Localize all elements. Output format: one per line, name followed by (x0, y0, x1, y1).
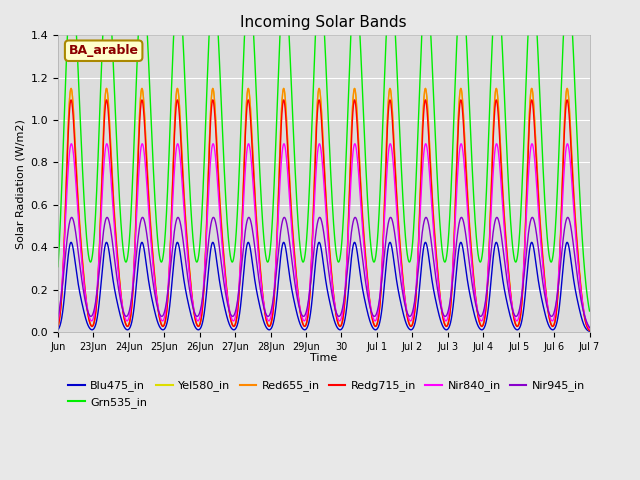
Yel580_in (397, 252, 405, 258)
Red655_in (253, 224, 261, 229)
Redg715_in (473, 303, 481, 309)
Nir945_in (584, 322, 591, 327)
Blu475_in (163, 323, 170, 329)
Nir945_in (586, 324, 593, 330)
Grn535_in (473, 236, 481, 242)
Nir840_in (54, 318, 62, 324)
Red655_in (473, 302, 481, 308)
Nir840_in (103, 141, 111, 146)
Red655_in (163, 312, 170, 318)
Y-axis label: Solar Radiation (W/m2): Solar Radiation (W/m2) (15, 119, 25, 249)
Redg715_in (586, 327, 593, 333)
Redg715_in (397, 256, 405, 262)
Yel580_in (102, 85, 110, 91)
Red655_in (586, 327, 593, 333)
Line: Nir840_in: Nir840_in (58, 144, 589, 329)
Blu475_in (586, 328, 593, 334)
Grn535_in (586, 308, 593, 314)
Legend: Blu475_in, Grn535_in, Yel580_in, Red655_in, Redg715_in, Nir840_in, Nir945_in: Blu475_in, Grn535_in, Yel580_in, Red655_… (63, 376, 589, 412)
Yel580_in (253, 224, 261, 229)
Yel580_in (163, 312, 170, 318)
Grn535_in (584, 297, 591, 302)
Red655_in (168, 201, 175, 207)
Blu475_in (54, 327, 62, 333)
Line: Nir945_in: Nir945_in (58, 217, 589, 327)
Red655_in (584, 325, 591, 331)
Blu475_in (253, 290, 261, 296)
Grn535_in (168, 80, 175, 86)
Redg715_in (163, 313, 170, 319)
Redg715_in (102, 97, 110, 103)
Redg715_in (584, 325, 591, 331)
Line: Redg715_in: Redg715_in (58, 100, 589, 330)
Line: Blu475_in: Blu475_in (58, 242, 589, 331)
Nir945_in (54, 314, 62, 320)
Blu475_in (397, 301, 405, 307)
Yel580_in (54, 323, 62, 329)
X-axis label: Time: Time (310, 353, 337, 363)
Grn535_in (397, 158, 405, 164)
Nir840_in (168, 217, 175, 223)
Yel580_in (584, 325, 591, 331)
Nir945_in (253, 262, 261, 268)
Nir840_in (586, 326, 593, 332)
Nir945_in (351, 215, 359, 220)
Title: Incoming Solar Bands: Incoming Solar Bands (241, 15, 407, 30)
Redg715_in (54, 324, 62, 329)
Line: Grn535_in: Grn535_in (58, 0, 589, 311)
Nir840_in (253, 236, 261, 242)
Nir945_in (397, 279, 405, 285)
Blu475_in (473, 319, 481, 325)
Yel580_in (168, 201, 175, 207)
Grn535_in (54, 264, 62, 270)
Nir840_in (163, 304, 170, 310)
Red655_in (102, 85, 110, 91)
Grn535_in (253, 107, 261, 112)
Blu475_in (584, 327, 591, 333)
Redg715_in (168, 207, 175, 213)
Blu475_in (168, 282, 175, 288)
Nir840_in (473, 301, 481, 307)
Red655_in (397, 252, 405, 258)
Nir840_in (397, 262, 405, 267)
Line: Red655_in: Red655_in (58, 88, 589, 330)
Red655_in (54, 323, 62, 329)
Yel580_in (586, 327, 593, 333)
Grn535_in (163, 217, 170, 223)
Nir840_in (584, 323, 591, 328)
Nir945_in (163, 301, 170, 307)
Yel580_in (473, 302, 481, 308)
Text: BA_arable: BA_arable (68, 44, 139, 57)
Blu475_in (102, 240, 110, 245)
Redg715_in (253, 228, 261, 234)
Nir945_in (473, 305, 481, 311)
Nir945_in (168, 252, 175, 258)
Line: Yel580_in: Yel580_in (58, 88, 589, 330)
